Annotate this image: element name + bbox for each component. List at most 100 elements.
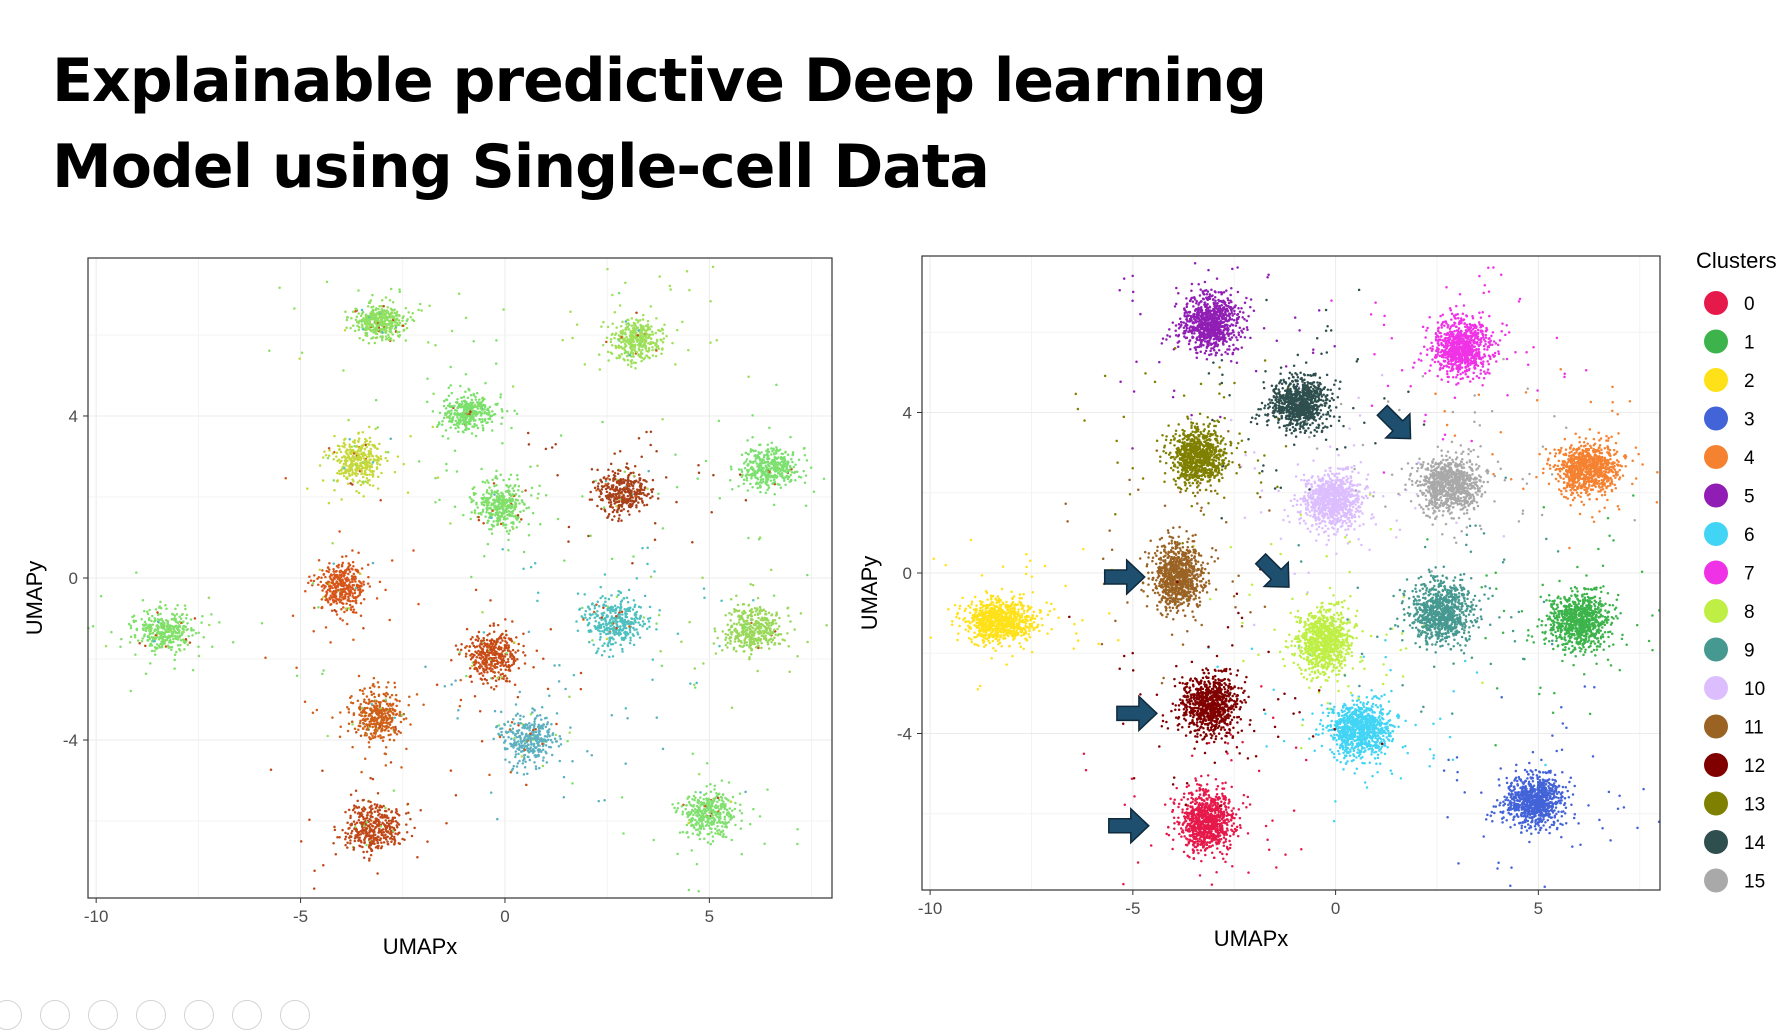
data-point	[731, 488, 734, 491]
data-point	[443, 400, 446, 403]
data-point	[344, 329, 347, 332]
data-point	[369, 300, 372, 303]
data-point	[486, 479, 489, 482]
data-point	[468, 389, 471, 392]
data-point	[486, 491, 489, 494]
data-point	[454, 409, 457, 412]
data-point	[520, 518, 523, 521]
data-point	[507, 539, 510, 542]
data-point	[487, 543, 490, 546]
data-point	[369, 328, 372, 331]
data-point	[507, 486, 510, 489]
data-point	[460, 396, 463, 399]
data-point	[354, 468, 357, 471]
data-point	[484, 382, 487, 385]
data-point	[669, 285, 672, 288]
data-point	[777, 461, 780, 464]
data-point	[747, 537, 750, 540]
data-point	[278, 287, 281, 290]
data-point	[628, 354, 631, 357]
data-point	[636, 351, 639, 354]
data-point	[353, 463, 356, 466]
data-point	[501, 513, 504, 516]
data-point	[396, 317, 399, 320]
data-point	[646, 354, 649, 357]
data-point	[403, 463, 406, 466]
data-point	[380, 320, 383, 323]
data-point	[438, 422, 441, 425]
data-point	[637, 501, 640, 504]
data-point	[614, 472, 617, 475]
data-point	[395, 315, 398, 318]
data-point	[466, 417, 469, 420]
data-point	[471, 432, 474, 435]
data-point	[618, 497, 621, 500]
data-point	[481, 405, 484, 408]
data-point	[376, 456, 379, 459]
data-point	[620, 325, 623, 328]
data-point	[637, 319, 640, 322]
data-point	[409, 435, 412, 438]
data-point	[737, 485, 740, 488]
data-point	[716, 339, 719, 342]
data-point	[395, 312, 398, 315]
data-point	[459, 421, 462, 424]
data-point	[465, 401, 468, 404]
data-point	[365, 328, 368, 331]
data-point	[377, 320, 380, 323]
data-point	[364, 323, 367, 326]
data-point	[758, 452, 761, 455]
data-point	[461, 423, 464, 426]
data-point	[492, 525, 495, 528]
data-point	[457, 425, 460, 428]
data-point	[467, 407, 470, 410]
data-point	[538, 484, 541, 487]
data-point	[632, 555, 635, 558]
data-point	[750, 477, 753, 480]
data-point	[366, 482, 369, 485]
data-point	[560, 434, 563, 437]
data-point	[654, 342, 657, 345]
data-point	[660, 352, 663, 355]
data-point	[361, 445, 364, 448]
data-point	[619, 504, 622, 507]
data-point	[632, 335, 635, 338]
data-point	[606, 268, 609, 271]
data-point	[482, 481, 485, 484]
data-point	[581, 495, 584, 498]
data-point	[356, 316, 359, 319]
data-point	[460, 416, 463, 419]
data-point	[389, 299, 392, 302]
data-point	[394, 328, 397, 331]
data-point	[468, 428, 471, 431]
data-point	[773, 493, 776, 496]
data-point	[463, 396, 466, 399]
data-point	[510, 427, 513, 430]
data-point	[348, 458, 351, 461]
data-point	[399, 290, 402, 293]
data-point	[650, 431, 653, 434]
data-point	[510, 505, 512, 508]
data-point	[411, 312, 414, 315]
data-point	[637, 329, 640, 332]
data-point	[481, 424, 484, 427]
data-point	[377, 475, 380, 478]
data-point	[348, 443, 351, 446]
data-point	[481, 397, 484, 400]
data-point	[450, 409, 453, 412]
data-point	[749, 473, 752, 476]
data-point	[344, 469, 347, 472]
data-point	[443, 405, 446, 408]
data-point	[399, 322, 402, 325]
data-point	[465, 407, 468, 410]
data-point	[382, 305, 385, 308]
data-point	[372, 484, 375, 487]
data-point	[491, 479, 494, 482]
data-point	[500, 523, 503, 526]
data-point	[640, 335, 643, 338]
data-point	[326, 281, 329, 284]
data-point	[369, 448, 372, 451]
data-point	[764, 465, 767, 468]
data-point	[388, 326, 391, 329]
data-point	[751, 472, 754, 475]
